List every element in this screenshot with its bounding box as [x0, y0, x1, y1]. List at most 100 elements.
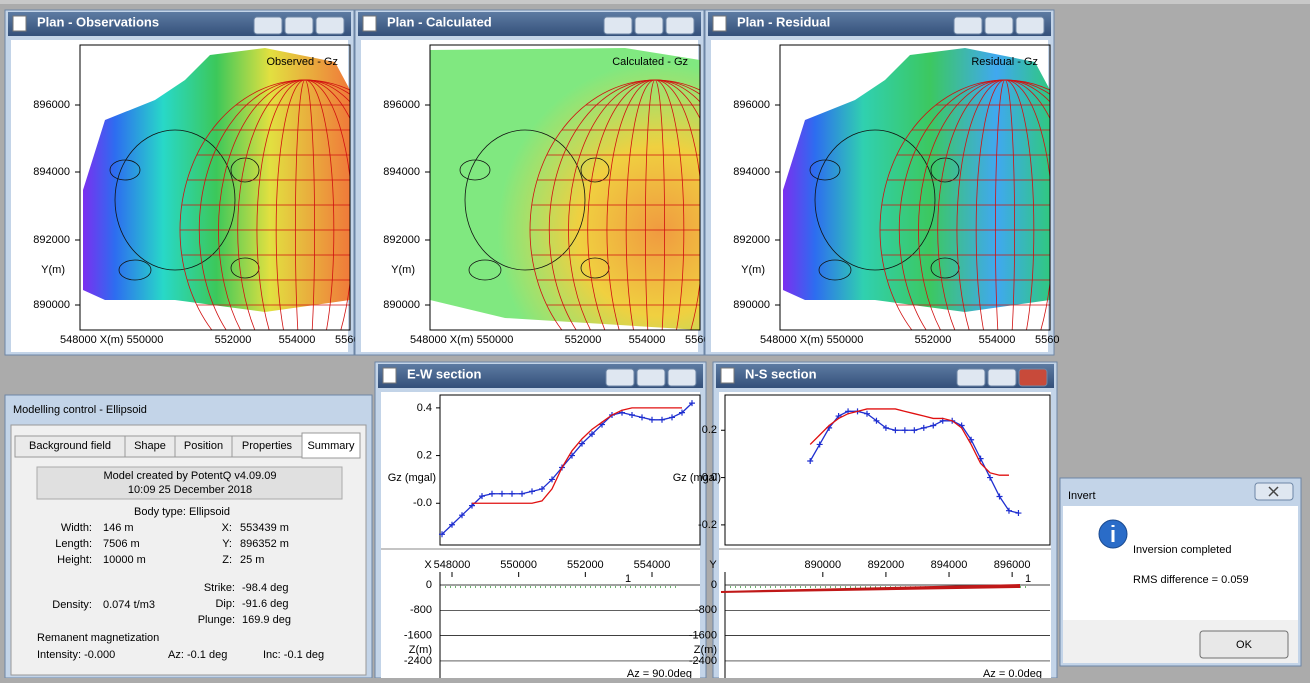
field-value: -98.4 deg — [242, 582, 288, 594]
field-value: 553439 m — [240, 522, 289, 534]
azimuth-label: Az = 90.0deg — [627, 668, 692, 678]
x-tick-label: 554000 — [279, 334, 316, 346]
window-icon — [13, 16, 26, 31]
map-label: Observed - Gz — [266, 56, 338, 68]
window-button-max[interactable] — [635, 17, 663, 34]
x-tick-label: 896000 — [994, 559, 1031, 571]
field-value: 25 m — [240, 554, 264, 566]
x-tick-label: 552000 — [915, 334, 952, 346]
field-label: Height: — [57, 554, 92, 566]
field-label: Plunge: — [198, 614, 235, 626]
station-label: 1 — [1025, 573, 1031, 585]
y-tick-label: 896000 — [383, 99, 420, 111]
y-tick-label: 890000 — [383, 299, 420, 311]
dialog-message: Inversion completed — [1133, 544, 1231, 556]
field-value: 169.9 deg — [242, 614, 291, 626]
y-axis-label: Gz (mgal) — [673, 472, 721, 484]
invert-dialog: InvertInversion completedRMS difference … — [1060, 478, 1301, 666]
section-canvas — [719, 392, 1051, 678]
x-tick-label: 5560 — [1035, 334, 1059, 346]
window-icon — [721, 368, 734, 383]
modelling-control: Modelling control - Ellipsoid Background … — [5, 395, 372, 678]
field-value: Intensity: -0.000 — [37, 649, 115, 661]
window-button-min[interactable] — [606, 369, 634, 386]
y-tick-label: 894000 — [383, 166, 420, 178]
field-label: X: — [222, 522, 232, 534]
window-button-close[interactable] — [666, 17, 694, 34]
azimuth-label: Az = 0.0deg — [983, 668, 1042, 678]
tab-label[interactable]: Shape — [134, 440, 166, 452]
window: E-W section0.40.2-0.0Gz (mgal)X548000550… — [375, 362, 706, 678]
y-axis-label: Y(m) — [391, 264, 415, 276]
window-title: Plan - Residual — [737, 14, 830, 29]
window-title: Modelling control - Ellipsoid — [13, 404, 147, 416]
z-axis-label: Z(m) — [694, 644, 717, 656]
y-tick-label: 896000 — [33, 99, 70, 111]
x-tick-label: 548000 X(m) 550000 — [410, 334, 513, 346]
axis-letter: X — [424, 559, 432, 571]
y-tick-label: 0.4 — [417, 402, 432, 414]
x-tick-label: 552000 — [565, 334, 602, 346]
tab-label[interactable]: Summary — [307, 440, 355, 452]
dialog-title: Invert — [1068, 490, 1096, 502]
contour-field — [430, 48, 700, 330]
y-axis-label: Y(m) — [41, 264, 65, 276]
x-tick-label: 550000 — [500, 559, 537, 571]
section-label: Remanent magnetization — [37, 632, 159, 644]
field-value: Inc: -0.1 deg — [263, 649, 324, 661]
tab-label[interactable]: Position — [184, 440, 223, 452]
z-tick-label: 0 — [426, 579, 432, 591]
z-tick-label: -2400 — [689, 655, 717, 667]
field-value: 896352 m — [240, 538, 289, 550]
x-tick-label: 548000 — [434, 559, 471, 571]
x-tick-label: 554000 — [634, 559, 671, 571]
screen: Plan - ObservationsObserved - Gz89600089… — [0, 0, 1310, 678]
timestamp: 10:09 25 December 2018 — [128, 484, 252, 496]
window-button-max[interactable] — [637, 369, 665, 386]
axis-letter: Y — [709, 559, 717, 571]
x-tick-label: 548000 X(m) 550000 — [60, 334, 163, 346]
y-tick-label: 890000 — [33, 299, 70, 311]
station-label: 1 — [625, 573, 631, 585]
field-label: Width: — [61, 522, 92, 534]
field-label: Y: — [222, 538, 232, 550]
window-button-min[interactable] — [954, 17, 982, 34]
x-tick-label: 552000 — [215, 334, 252, 346]
field-label: Density: — [52, 599, 92, 611]
field-value: Az: -0.1 deg — [168, 649, 227, 661]
map-label: Calculated - Gz — [612, 56, 688, 68]
window-icon — [713, 16, 726, 31]
window-button-min[interactable] — [957, 369, 985, 386]
ok-label[interactable]: OK — [1236, 639, 1253, 651]
window-button-min[interactable] — [254, 17, 282, 34]
map-label: Residual - Gz — [971, 56, 1038, 68]
y-tick-label: 894000 — [33, 166, 70, 178]
z-axis-label: Z(m) — [409, 644, 432, 656]
x-tick-label: 548000 X(m) 550000 — [760, 334, 863, 346]
window-button-max[interactable] — [985, 17, 1013, 34]
y-tick-label: 890000 — [733, 299, 770, 311]
field-value: -91.6 deg — [242, 598, 288, 610]
window-button-close[interactable] — [1019, 369, 1047, 386]
field-label: Z: — [222, 554, 232, 566]
window-button-max[interactable] — [285, 17, 313, 34]
window-button-close[interactable] — [668, 369, 696, 386]
z-tick-label: -800 — [695, 604, 717, 616]
z-tick-label: -800 — [410, 604, 432, 616]
tab-label[interactable]: Background field — [29, 440, 111, 452]
window-button-max[interactable] — [988, 369, 1016, 386]
x-tick-label: 554000 — [979, 334, 1016, 346]
x-tick-label: 892000 — [868, 559, 905, 571]
y-tick-label: 896000 — [733, 99, 770, 111]
y-tick-label: -0.2 — [698, 519, 717, 531]
x-tick-label: 552000 — [567, 559, 604, 571]
y-tick-label: 892000 — [383, 234, 420, 246]
window-button-close[interactable] — [1016, 17, 1044, 34]
window-button-close[interactable] — [316, 17, 344, 34]
window-button-min[interactable] — [604, 17, 632, 34]
tab-label[interactable]: Properties — [242, 440, 293, 452]
y-tick-label: 894000 — [733, 166, 770, 178]
field-value: 0.074 t/m3 — [103, 599, 155, 611]
x-tick-label: 890000 — [804, 559, 841, 571]
